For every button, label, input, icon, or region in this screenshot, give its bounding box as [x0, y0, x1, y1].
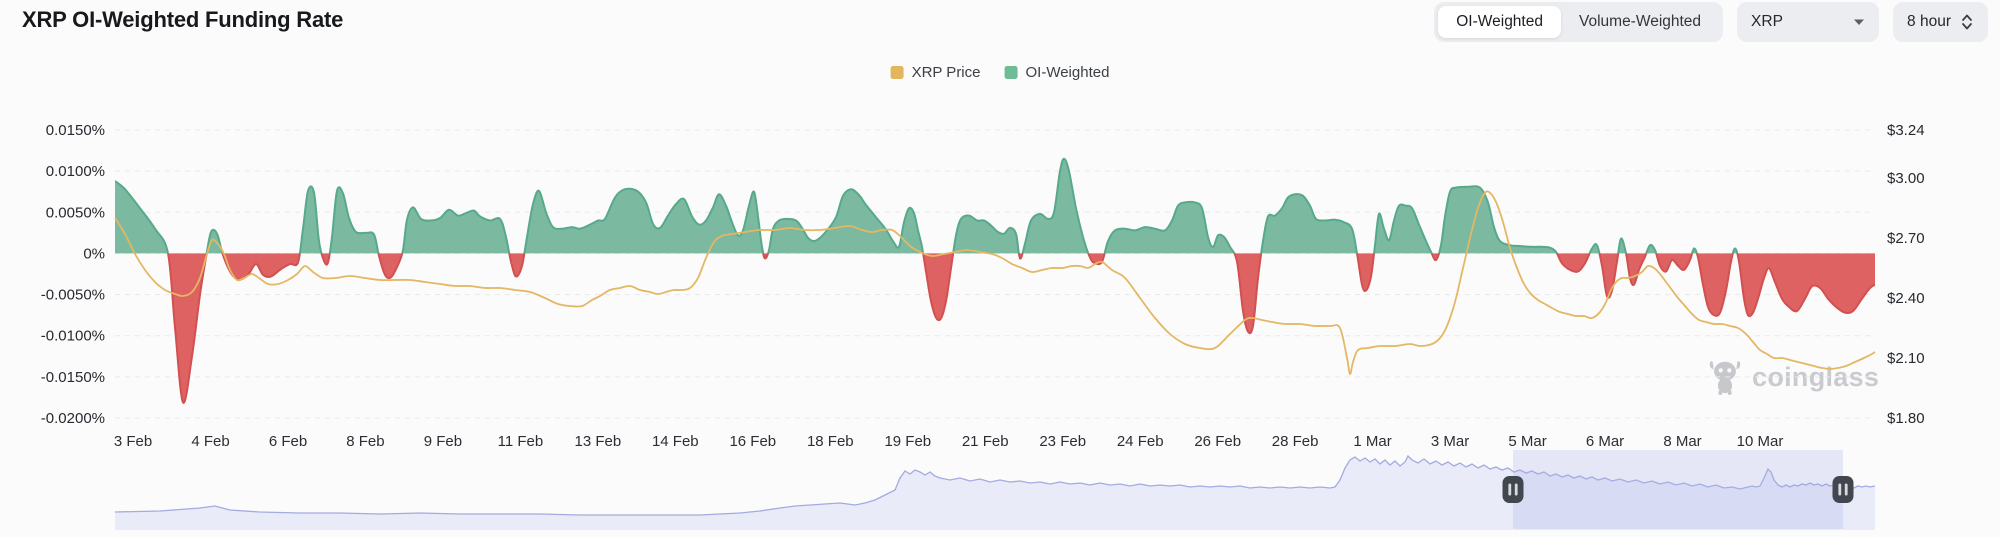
x-axis-label: 4 Feb: [191, 433, 229, 450]
x-axis-label: 10 Mar: [1737, 433, 1784, 450]
x-axis-label: 19 Feb: [884, 433, 931, 450]
navigator-line: [114, 454, 1876, 516]
y-axis-left-label: 0.0150%: [46, 122, 105, 139]
x-axis-label: 24 Feb: [1117, 433, 1164, 450]
symbol-dropdown-value: XRP: [1751, 13, 1783, 30]
tab-volume-weighted[interactable]: Volume-Weighted: [1561, 6, 1719, 38]
x-axis-label: 6 Feb: [269, 433, 307, 450]
y-axis-right-label: $3.00: [1887, 170, 1925, 187]
y-axis-right-label: $2.10: [1887, 350, 1925, 367]
y-axis-right-label: $3.24: [1887, 122, 1925, 139]
navigator-area: [115, 456, 1875, 530]
oi-weighted-negative-edge: [166, 253, 1875, 404]
y-axis-left-label: 0%: [83, 245, 105, 262]
oi-weighted-positive-edge: [115, 157, 1739, 254]
legend-label: OI-Weighted: [1025, 64, 1110, 81]
x-axis-label: 26 Feb: [1194, 433, 1241, 450]
x-axis-label: 28 Feb: [1272, 433, 1319, 450]
x-axis-label: 21 Feb: [962, 433, 1009, 450]
legend-item-oi-weighted[interactable]: OI-Weighted: [1004, 64, 1109, 81]
chevron-up-down-icon: [1962, 14, 1972, 30]
oi-weighted-positive-area: [115, 158, 1875, 254]
x-axis-label: 13 Feb: [575, 433, 622, 450]
x-axis-label: 1 Mar: [1353, 433, 1391, 450]
x-axis-label: 18 Feb: [807, 433, 854, 450]
x-axis-label: 9 Feb: [424, 433, 462, 450]
pause-bars-icon: [1514, 483, 1518, 496]
pause-bars-icon: [1838, 483, 1842, 496]
y-axis-right-label: $1.80: [1887, 410, 1925, 427]
navigator-selection[interactable]: [1513, 450, 1843, 529]
tab-oi-weighted[interactable]: OI-Weighted: [1438, 6, 1561, 38]
y-axis-right-label: $2.40: [1887, 290, 1925, 307]
x-axis-label: 6 Mar: [1586, 433, 1624, 450]
x-axis-label: 5 Mar: [1508, 433, 1546, 450]
x-axis-label: 3 Mar: [1431, 433, 1469, 450]
legend-item-xrp-price[interactable]: XRP Price: [890, 64, 981, 81]
oi-weighted-swatch: [1004, 66, 1018, 79]
legend-label: XRP Price: [911, 64, 981, 81]
y-axis-left-label: -0.0200%: [41, 410, 105, 427]
y-axis-left-label: 0.0100%: [46, 163, 105, 180]
x-axis-label: 11 Feb: [498, 433, 544, 450]
page-title: XRP OI-Weighted Funding Rate: [22, 7, 344, 32]
y-axis-left-label: -0.0050%: [41, 287, 105, 304]
oi-weighted-negative-area: [168, 253, 1875, 403]
y-axis-left-label: 0.0050%: [46, 204, 105, 221]
y-axis-right-label: $2.70: [1887, 230, 1925, 247]
interval-stepper[interactable]: 8 hour: [1893, 2, 1988, 42]
navigator-handle-right[interactable]: [1832, 476, 1854, 503]
pause-bars-icon: [1508, 483, 1512, 496]
xrp-price-swatch: [890, 66, 904, 79]
xrp-price-line: [114, 190, 1876, 375]
symbol-dropdown[interactable]: XRP: [1737, 2, 1880, 42]
x-axis-label: 16 Feb: [729, 433, 776, 450]
interval-stepper-value: 8 hour: [1907, 13, 1951, 30]
navigator-handle-left[interactable]: [1502, 476, 1524, 503]
y-axis-left-label: -0.0100%: [41, 328, 105, 345]
x-axis-label: 3 Feb: [114, 433, 152, 450]
x-axis-label: 8 Feb: [346, 433, 384, 450]
chart-legend: XRP Price OI-Weighted: [890, 64, 1109, 81]
x-axis-label: 8 Mar: [1663, 433, 1701, 450]
x-axis-label: 14 Feb: [652, 433, 699, 450]
coinglass-bull-icon: [1709, 361, 1741, 396]
x-axis-label: 23 Feb: [1039, 433, 1086, 450]
pause-bars-icon: [1844, 483, 1848, 496]
chevron-down-icon: [1854, 19, 1865, 25]
mode-toggle: OI-Weighted Volume-Weighted: [1434, 2, 1724, 42]
y-axis-left-label: -0.0150%: [41, 369, 105, 386]
chart-controls: OI-Weighted Volume-Weighted XRP 8 hour: [1434, 2, 1988, 42]
